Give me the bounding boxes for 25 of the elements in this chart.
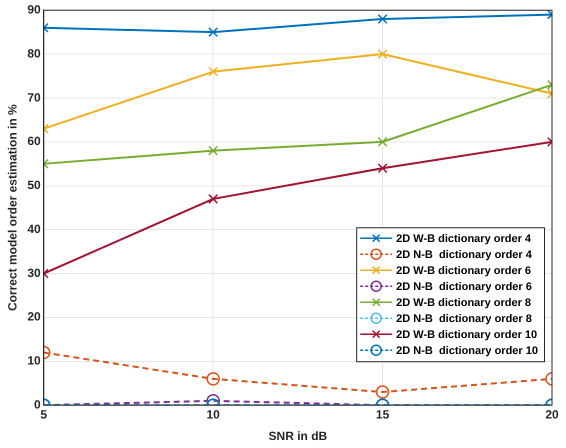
- legend-label: 2D N-B dictionary order 4: [396, 249, 533, 262]
- y-tick-label: 0: [34, 398, 42, 412]
- y-tick-label: 10: [27, 354, 42, 368]
- y-tick-label: 40: [27, 222, 42, 236]
- y-axis-title: Correct model order estimation in %: [6, 104, 20, 312]
- legend-label: 2D W-B dictionary order 10: [396, 329, 538, 342]
- x-tick-label: 10: [206, 408, 220, 422]
- legend-label: 2D N-B dictionary order 8: [396, 313, 532, 326]
- y-tick-label: 20: [27, 310, 42, 324]
- legend-label: 2D N-B dictionary order 6: [396, 281, 532, 294]
- y-tick-label: 70: [27, 90, 42, 104]
- y-tick-label: 30: [27, 266, 42, 280]
- x-tick-label: 20: [545, 408, 559, 422]
- x-axis-title: SNR in dB: [268, 429, 328, 444]
- point: [206, 394, 220, 406]
- legend-label: 2D W-B dictionary order 8: [396, 297, 532, 310]
- x-tick-label: 15: [376, 408, 390, 422]
- legend-label: 2D W-B dictionary order 4: [396, 233, 532, 246]
- y-tick-label: 50: [27, 178, 42, 192]
- y-tick-label: 80: [27, 46, 42, 60]
- legend-label: 2D W-B dictionary order 6: [396, 265, 532, 278]
- y-tick-label: 60: [27, 134, 42, 148]
- x-tick-label: 5: [40, 408, 48, 422]
- legend-label: 2D N-B dictionary order 10: [396, 345, 538, 358]
- y-tick-label: 90: [27, 2, 42, 17]
